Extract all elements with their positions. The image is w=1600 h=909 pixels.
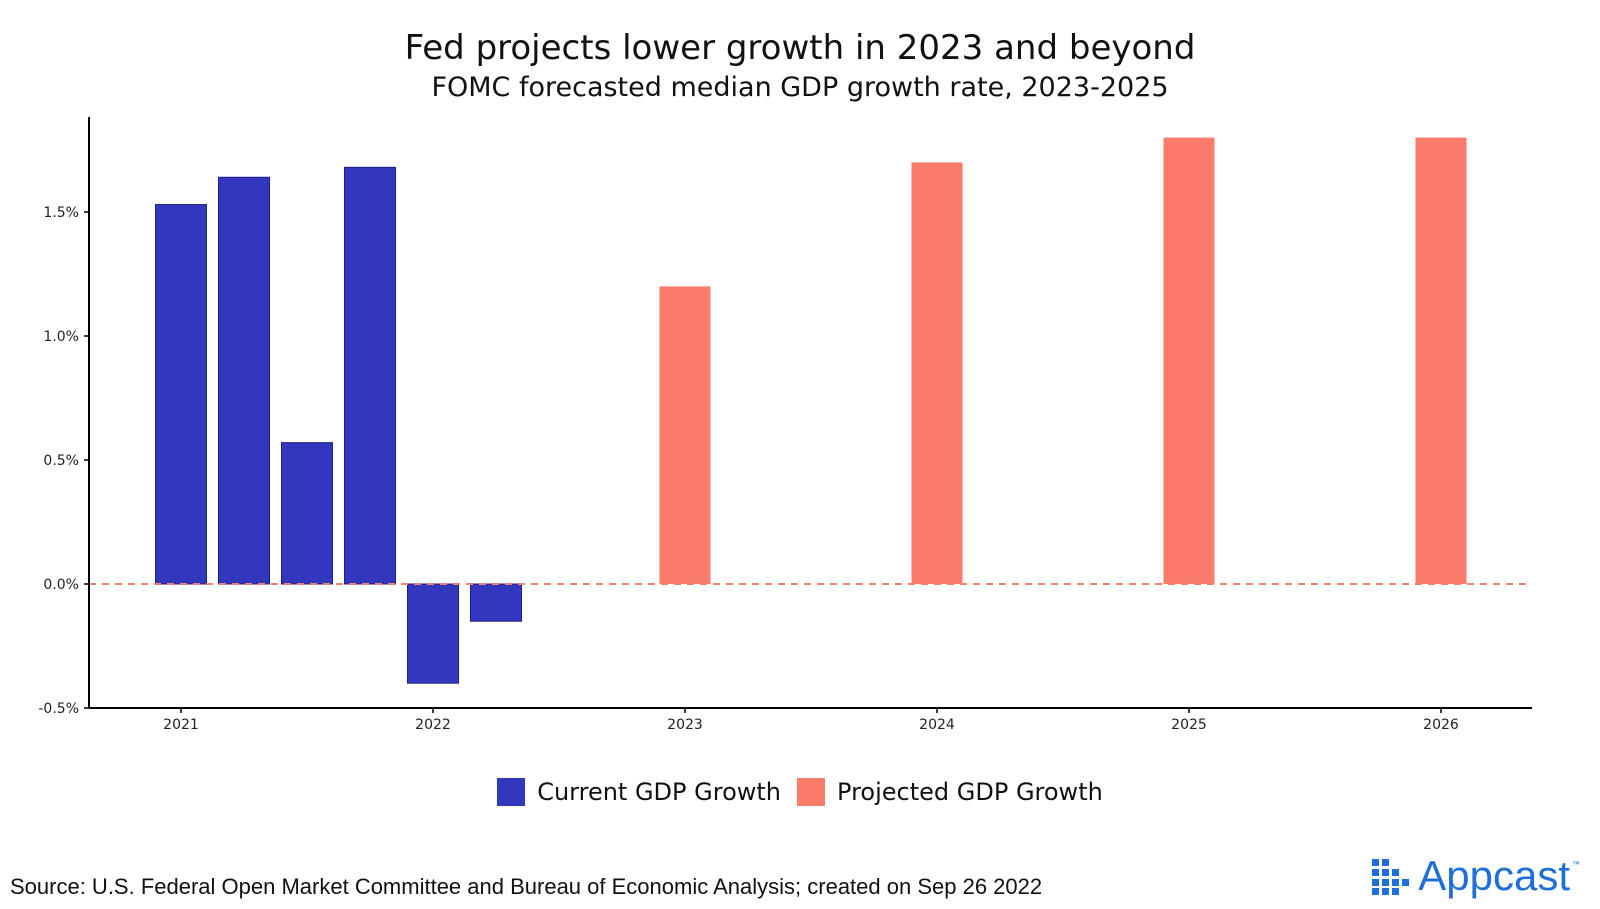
bar-projected-3 <box>1415 137 1467 584</box>
appcast-logo: Appcast ™ <box>1372 852 1580 900</box>
legend: Current GDP Growth Projected GDP Growth <box>0 778 1600 806</box>
bar-current-5 <box>470 583 522 622</box>
y-tick-label-4: 1.5% <box>43 205 79 221</box>
x-tick-label-4: 2025 <box>1171 717 1207 733</box>
bar-current-4 <box>407 583 459 684</box>
x-tick-label-3: 2024 <box>919 717 955 733</box>
x-tick-label-5: 2026 <box>1423 717 1459 733</box>
legend-label-current: Current GDP Growth <box>537 778 782 806</box>
y-tick-label-3: 1.0% <box>43 329 79 345</box>
bar-projected-2 <box>1163 137 1215 584</box>
bar-current-1 <box>218 176 270 585</box>
appcast-logo-icon <box>1372 859 1410 895</box>
x-tick-label-2: 2023 <box>667 717 703 733</box>
source-note: Source: U.S. Federal Open Market Committ… <box>10 874 1043 899</box>
y-tick-label-0: -0.5% <box>38 701 79 717</box>
bar-projected-0 <box>659 286 711 584</box>
y-tick-label-1: 0.0% <box>43 577 79 593</box>
y-tick-label-2: 0.5% <box>43 453 79 469</box>
legend-item-current: Current GDP Growth <box>497 778 781 806</box>
legend-swatch-current <box>497 778 526 806</box>
legend-swatch-projected <box>797 778 826 806</box>
legend-label-projected: Projected GDP Growth <box>837 778 1103 806</box>
bar-current-3 <box>344 166 396 585</box>
appcast-logo-text: Appcast <box>1418 852 1570 899</box>
chart-title: Fed projects lower growth in 2023 and be… <box>404 28 1196 68</box>
x-tick-label-0: 2021 <box>163 717 199 733</box>
chart-subtitle: FOMC forecasted median GDP growth rate, … <box>431 72 1169 103</box>
legend-item-projected: Projected GDP Growth <box>797 778 1103 806</box>
x-tick-label-1: 2022 <box>415 717 451 733</box>
bar-projected-1 <box>911 162 963 584</box>
bar-current-0 <box>155 204 207 585</box>
appcast-logo-trademark: ™ <box>1572 860 1580 869</box>
bar-current-2 <box>281 442 333 585</box>
